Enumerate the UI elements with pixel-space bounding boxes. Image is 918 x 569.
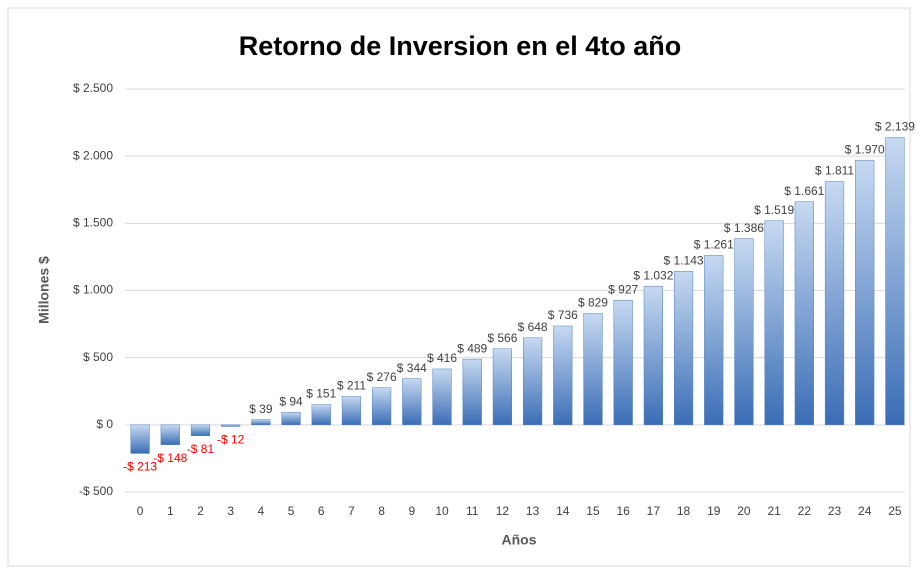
data-label: $ 1.386 (724, 221, 764, 235)
data-label: $ 648 (518, 320, 548, 334)
data-label: $ 1.032 (633, 268, 673, 282)
bar (673, 271, 694, 426)
bar (372, 387, 392, 426)
bar (824, 181, 845, 426)
data-label: $ 736 (548, 308, 578, 322)
bar (522, 337, 543, 426)
bar (492, 348, 513, 426)
x-tick-label: 6 (318, 504, 325, 518)
x-tick-label: 18 (677, 504, 691, 518)
data-label: -$ 213 (123, 460, 157, 474)
data-label: $ 276 (367, 370, 397, 384)
bar (160, 424, 180, 445)
y-tick-label: $ 500 (83, 350, 113, 364)
x-tick-label: 12 (496, 504, 510, 518)
x-tick-label: 19 (707, 504, 721, 518)
data-label: $ 1.811 (815, 164, 854, 178)
bar (704, 255, 724, 426)
chart-border (7, 7, 911, 567)
y-tick-label: $ 1.000 (73, 283, 113, 297)
x-tick-label: 17 (647, 504, 661, 518)
x-tick-label: 3 (227, 504, 234, 518)
data-label: $ 566 (487, 331, 517, 345)
x-tick-label: 16 (616, 504, 630, 518)
x-tick-label: 15 (586, 504, 600, 518)
x-tick-label: 5 (288, 504, 295, 518)
x-tick-label: 8 (378, 504, 385, 518)
bar (281, 411, 301, 426)
y-tick-label: $ 2.000 (73, 148, 113, 162)
data-label: -$ 81 (187, 442, 215, 456)
data-label: $ 2.139 (875, 120, 915, 134)
y-axis-label: Millones $ (36, 256, 52, 324)
bar (553, 325, 573, 426)
data-label: $ 1.661 (784, 184, 824, 198)
x-tick-label: 13 (526, 504, 540, 518)
y-tick-label: $ 0 (96, 417, 113, 431)
data-label: $ 344 (397, 361, 427, 375)
bar (221, 424, 241, 427)
x-tick-label: 20 (737, 504, 751, 518)
data-label: $ 1.519 (754, 203, 794, 217)
bar (643, 285, 663, 426)
x-tick-label: 11 (466, 504, 479, 518)
bar (341, 396, 362, 426)
data-label: -$ 148 (153, 451, 187, 465)
x-tick-label: 21 (767, 504, 781, 518)
data-label: $ 1.261 (694, 238, 734, 252)
x-tick-label: 1 (167, 504, 174, 518)
x-tick-label: 7 (348, 504, 355, 518)
x-tick-label: 9 (408, 504, 415, 518)
x-tick-label: 10 (435, 504, 449, 518)
bar (311, 404, 331, 426)
data-label: $ 829 (578, 296, 608, 310)
data-label: $ 1.143 (664, 253, 704, 267)
y-tick-label: -$ 500 (79, 484, 113, 498)
data-label: $ 94 (279, 394, 303, 408)
data-label: $ 211 (337, 379, 366, 393)
data-label: $ 151 (306, 387, 336, 401)
bar (462, 358, 482, 426)
chart-title: Retorno de Inversion en el 4to año (239, 31, 682, 61)
data-label: $ 489 (457, 341, 487, 355)
x-tick-label: 22 (798, 504, 812, 518)
data-label: $ 927 (608, 282, 638, 296)
x-tick-label: 24 (858, 504, 872, 518)
x-tick-label: 4 (258, 504, 265, 518)
data-label: $ 1.970 (845, 142, 885, 156)
bar (583, 313, 603, 426)
data-label: -$ 12 (217, 433, 245, 447)
bar (432, 368, 452, 426)
y-tick-label: $ 1.500 (73, 216, 113, 230)
bar (402, 378, 422, 426)
data-label: $ 416 (427, 351, 457, 365)
x-axis-label: Años (502, 532, 537, 548)
bar (885, 137, 905, 426)
bar (855, 159, 875, 426)
bar (764, 220, 784, 426)
x-tick-label: 2 (197, 504, 204, 518)
x-tick-label: 23 (828, 504, 842, 518)
x-tick-label: 0 (137, 504, 144, 518)
bar (130, 424, 150, 454)
bar (190, 424, 211, 436)
x-tick-label: 14 (556, 504, 570, 518)
bar (794, 201, 814, 426)
bar (734, 238, 754, 426)
bar (613, 300, 633, 426)
y-tick-label: $ 2.500 (73, 81, 113, 95)
bar (251, 419, 271, 426)
x-tick-label: 25 (888, 504, 902, 518)
data-label: $ 39 (249, 402, 273, 416)
